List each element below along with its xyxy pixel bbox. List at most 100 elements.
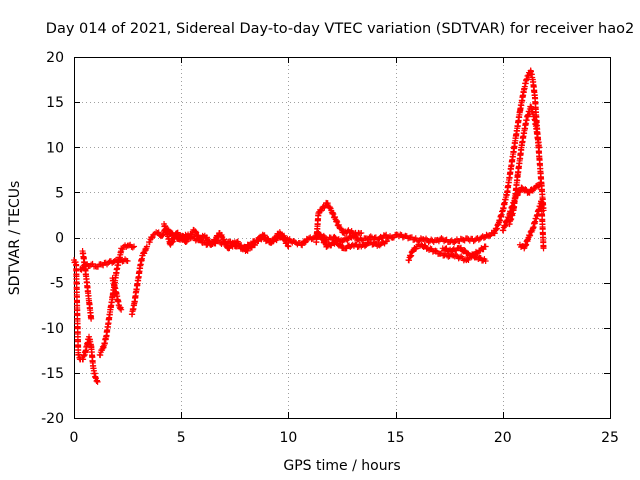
- y-tick-label: 5: [55, 185, 64, 201]
- data-point-trail: [410, 244, 420, 253]
- data-point-trail: [506, 194, 519, 217]
- data-point-trail: [532, 117, 543, 151]
- data-point-trail: [538, 198, 547, 250]
- data-point: [143, 243, 150, 250]
- data-point: [482, 243, 489, 250]
- data-point-trail: [191, 228, 205, 246]
- data-point-trail: [168, 230, 180, 247]
- data-point: [540, 245, 547, 252]
- data-point-trail: [133, 277, 142, 293]
- data-segment: [128, 243, 150, 318]
- data-point: [285, 243, 292, 250]
- data-point-trail: [523, 72, 531, 82]
- y-tick-label: -15: [41, 366, 64, 382]
- y-tick-label: -20: [41, 411, 64, 427]
- data-point-trail: [447, 237, 458, 246]
- data-segment: [161, 220, 292, 255]
- data-point-trail: [504, 163, 515, 195]
- data-point-trail: [88, 343, 97, 369]
- data-segment: [516, 198, 547, 252]
- data-point-trail: [89, 260, 98, 270]
- data-point-trail: [529, 78, 538, 99]
- data-point-trail: [116, 304, 124, 312]
- data-point-trail: [106, 258, 117, 266]
- data-point-trail: [495, 208, 506, 226]
- x-tick-label: 5: [177, 430, 186, 446]
- data-point-trail: [92, 375, 101, 385]
- data-point-trail: [426, 245, 436, 255]
- data-point-trail: [135, 262, 144, 281]
- data-point-trail: [86, 299, 95, 321]
- data-point-trail: [460, 235, 471, 244]
- data-point-trail: [316, 231, 330, 250]
- data-segment: [499, 179, 545, 234]
- data-point-trail: [142, 245, 150, 253]
- data-segment: [405, 241, 489, 264]
- x-tick-label: 10: [279, 430, 297, 446]
- data-point-trail: [73, 262, 82, 358]
- data-point-trail: [479, 231, 490, 241]
- data-point-trail: [344, 233, 355, 244]
- data-point: [94, 378, 101, 385]
- data-point-trail: [251, 233, 265, 249]
- data-point-trail: [408, 234, 419, 243]
- y-tick-label: -5: [50, 276, 64, 292]
- y-tick-label: 0: [55, 231, 64, 247]
- y-tick-label: -10: [41, 321, 64, 337]
- data-point-trail: [500, 191, 510, 212]
- data-point-trail: [146, 234, 156, 246]
- data-point-trail: [526, 186, 537, 196]
- data-point-trail: [99, 343, 107, 352]
- data-point-trail: [338, 235, 348, 245]
- data-point: [124, 257, 131, 264]
- data-point-trail: [103, 321, 112, 340]
- data-point-trail: [342, 228, 351, 236]
- data-point-trail: [396, 231, 406, 241]
- data-point-trail: [473, 235, 484, 243]
- data-point-trail: [293, 239, 303, 248]
- data-point-trail: [519, 117, 530, 146]
- data-point-trail: [277, 230, 291, 249]
- data-point-trail: [351, 229, 359, 238]
- data-point-trail: [151, 229, 160, 237]
- data-point-trail: [517, 86, 528, 113]
- y-tick-label: 10: [46, 140, 64, 156]
- data-point-trail: [530, 213, 540, 231]
- data-point-trail: [168, 229, 177, 240]
- x-tick-label: 15: [387, 430, 405, 446]
- data-point: [536, 144, 543, 151]
- data-point: [358, 229, 365, 236]
- data-point-trail: [234, 238, 248, 253]
- data-point-trail: [466, 235, 477, 245]
- data-point-trail: [526, 69, 534, 77]
- data-segment: [118, 241, 138, 253]
- data-point-trail: [508, 135, 519, 169]
- x-tick-label: 20: [494, 430, 512, 446]
- x-axis-label: GPS time / hours: [283, 458, 400, 474]
- x-tick-label: 25: [601, 430, 619, 446]
- data-point-trail: [324, 200, 334, 212]
- data-point: [384, 238, 391, 245]
- data-segment: [109, 275, 125, 313]
- data-point: [131, 243, 138, 250]
- data-point-trail: [346, 227, 355, 236]
- data-segment: [439, 244, 489, 264]
- data-point: [88, 315, 95, 322]
- y-axis-label: SDTVAR / TECUs: [7, 181, 23, 296]
- data-point-trail: [536, 155, 545, 186]
- chart-title: Day 014 of 2021, Sidereal Day-to-day VTE…: [46, 21, 634, 37]
- data-point-trail: [83, 261, 93, 270]
- y-tick-label: 20: [46, 50, 64, 66]
- y-tick-label: 15: [46, 95, 64, 111]
- data-point-trail: [305, 234, 316, 243]
- data-segment: [71, 257, 101, 385]
- x-tick-label: 0: [70, 430, 79, 446]
- data-point: [118, 306, 125, 313]
- data-point: [538, 180, 545, 187]
- data-point-trail: [71, 258, 79, 266]
- tick-labels: 0 5 10 15 20 25 -20 -15 -10 -5 0 5 10 15 20: [41, 50, 619, 446]
- data-segment: [315, 229, 391, 252]
- data-point-trail: [217, 231, 231, 251]
- data-point-trail: [75, 351, 83, 363]
